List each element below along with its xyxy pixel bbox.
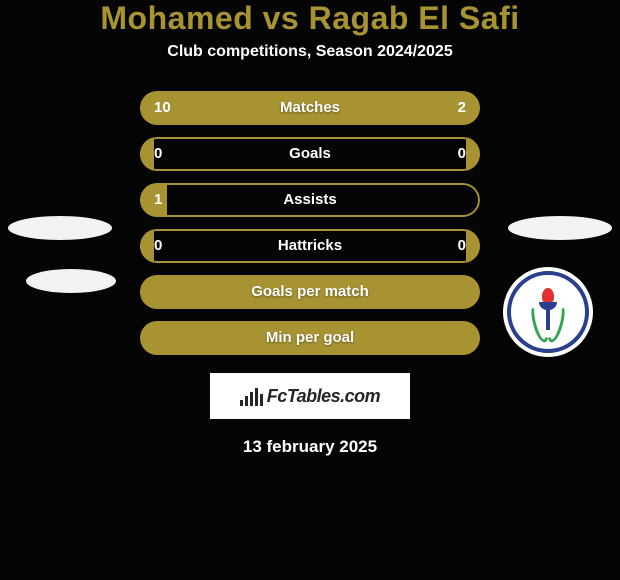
date-text: 13 february 2025 [0, 437, 620, 457]
badge-inner [517, 281, 579, 343]
stat-label: Goals [140, 137, 480, 171]
stat-value-right: 2 [458, 91, 466, 125]
stat-value-left: 10 [154, 91, 171, 125]
player-right-oval [508, 216, 612, 240]
stat-row: Matches10 2 [140, 91, 480, 125]
logo-bars-icon [240, 386, 263, 406]
stat-row: Assists1 [140, 183, 480, 217]
stat-value-left: 0 [154, 137, 162, 171]
stat-value-left: 0 [154, 229, 162, 263]
stat-value-right: 0 [458, 229, 466, 263]
stat-row: Goals per match [140, 275, 480, 309]
player-left-oval-2 [26, 269, 116, 293]
logo-text: FcTables.com [267, 386, 380, 407]
logo-suffix: .com [340, 386, 380, 406]
fctables-logo: FcTables.com [210, 373, 410, 419]
stat-label: Hattricks [140, 229, 480, 263]
stat-label: Assists [140, 183, 480, 217]
logo-main: Tables [287, 386, 340, 406]
page-title: Mohamed vs Ragab El Safi [0, 0, 620, 37]
stats-container: Matches102Goals00Assists1Hattricks00Goal… [0, 91, 620, 355]
player-left-oval-1 [8, 216, 112, 240]
stat-label: Matches [140, 91, 480, 125]
stat-row: Min per goal [140, 321, 480, 355]
stat-row: Goals0 0 [140, 137, 480, 171]
club-badge [503, 267, 593, 357]
torch-icon [539, 292, 557, 332]
subtitle: Club competitions, Season 2024/2025 [0, 43, 620, 61]
stat-value-left: 1 [154, 183, 162, 217]
logo-prefix: Fc [267, 386, 287, 406]
stat-value-right: 0 [458, 137, 466, 171]
stat-row: Hattricks0 0 [140, 229, 480, 263]
stat-label: Goals per match [140, 275, 480, 309]
stat-label: Min per goal [140, 321, 480, 355]
